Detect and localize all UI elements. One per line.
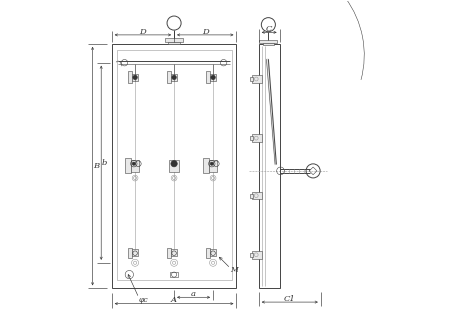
Bar <box>210 74 216 81</box>
Bar <box>131 160 139 172</box>
Bar <box>250 194 253 197</box>
Circle shape <box>172 75 176 80</box>
Bar <box>169 160 179 172</box>
Bar <box>171 74 177 81</box>
Text: b: b <box>102 159 107 167</box>
Circle shape <box>211 75 215 80</box>
Bar <box>206 248 210 258</box>
Bar <box>252 192 262 199</box>
Circle shape <box>210 162 213 165</box>
Bar <box>252 134 262 142</box>
Circle shape <box>171 160 177 167</box>
Text: B: B <box>93 162 99 170</box>
Text: M: M <box>230 266 238 274</box>
Bar <box>252 251 262 259</box>
Bar <box>252 75 262 83</box>
Text: C1: C1 <box>284 295 296 303</box>
Bar <box>167 71 171 83</box>
Bar <box>259 40 278 43</box>
Bar <box>209 160 217 172</box>
Text: A: A <box>171 297 177 305</box>
Text: a: a <box>191 290 196 298</box>
Bar <box>171 249 177 256</box>
Text: C: C <box>266 25 272 33</box>
Bar <box>263 43 274 45</box>
Bar <box>167 248 171 258</box>
Text: D: D <box>202 28 208 36</box>
Bar <box>132 74 139 81</box>
Bar <box>169 42 180 44</box>
Polygon shape <box>267 59 277 164</box>
Bar <box>117 50 232 280</box>
Bar <box>112 44 237 288</box>
Bar <box>132 249 139 256</box>
Text: φc: φc <box>138 296 148 304</box>
Text: D: D <box>139 28 146 36</box>
Bar <box>250 253 253 257</box>
Bar <box>165 39 183 42</box>
Circle shape <box>132 162 135 165</box>
Bar <box>128 248 132 258</box>
Bar <box>259 44 279 288</box>
Bar <box>128 71 132 83</box>
Bar <box>250 77 253 81</box>
Bar <box>250 136 253 140</box>
Bar <box>203 158 209 173</box>
Bar <box>210 249 216 256</box>
Circle shape <box>133 75 137 80</box>
Bar <box>206 71 210 83</box>
Bar <box>170 272 178 277</box>
Bar <box>126 158 131 173</box>
